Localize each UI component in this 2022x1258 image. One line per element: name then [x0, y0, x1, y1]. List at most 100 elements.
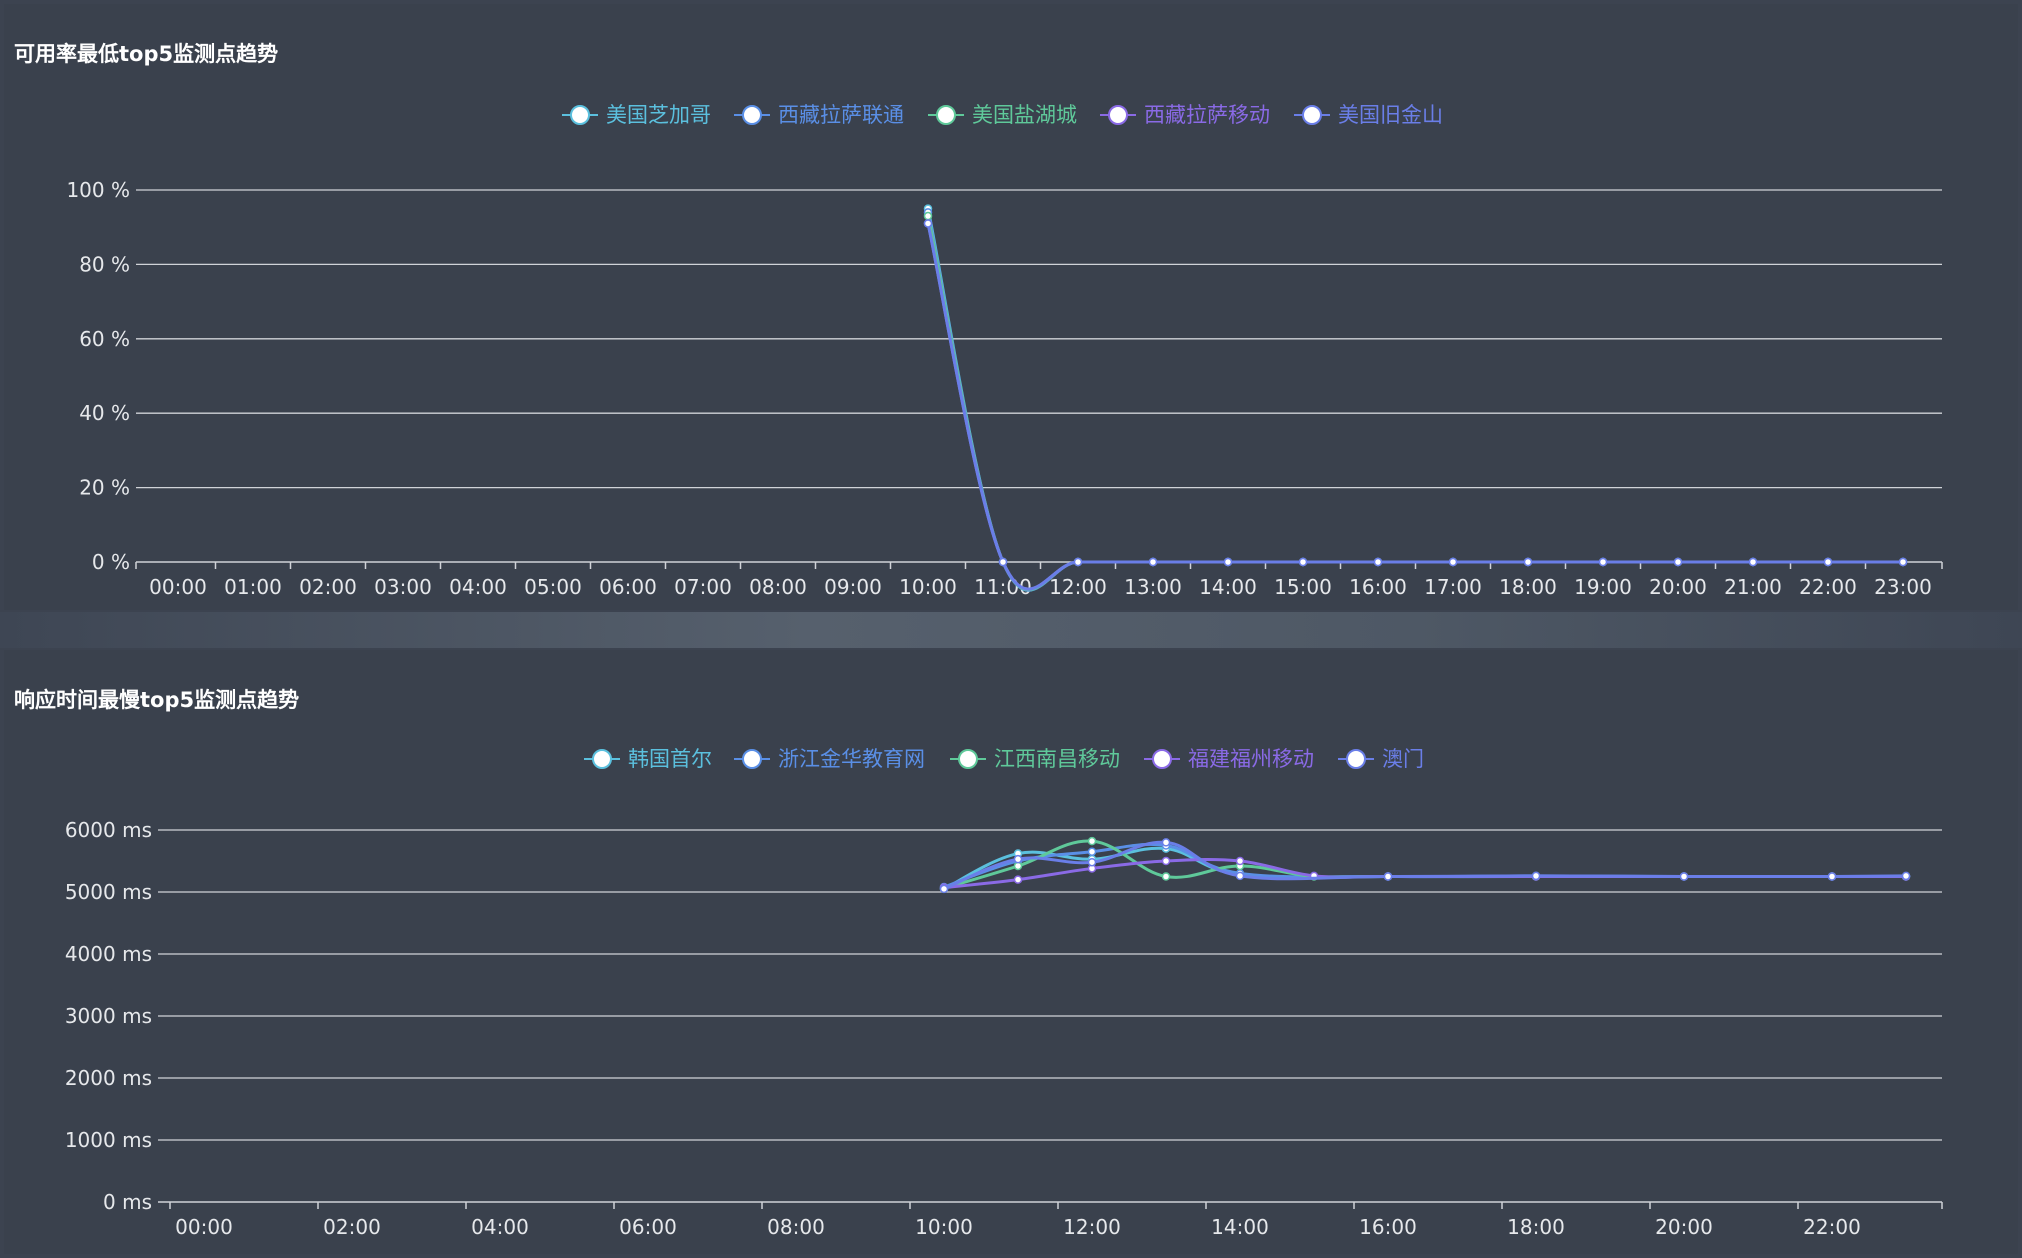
data-point: [1531, 871, 1541, 881]
x-tick-label: 06:00: [599, 575, 657, 599]
data-point: [939, 884, 949, 894]
x-tick-label: 07:00: [674, 575, 732, 599]
series: [939, 836, 1911, 893]
legend-label: 西藏拉萨移动: [1144, 103, 1270, 127]
data-point: [1823, 557, 1833, 567]
availability-chart: 美国芝加哥 西藏拉萨联通 美国盐湖城 西藏拉萨移动 美国旧金山 0 % 20 % 40 % 60…: [66, 103, 1943, 599]
x-tick-label: 13:00: [1124, 575, 1182, 599]
data-point: [1748, 557, 1758, 567]
legend-label: 浙江金华教育网: [778, 747, 925, 771]
series: [939, 841, 1911, 892]
x-tick-label: 03:00: [374, 575, 432, 599]
x-tick-label: 22:00: [1803, 1215, 1861, 1239]
y-tick-label: 60 %: [79, 327, 130, 351]
data-point: [1087, 847, 1097, 856]
data-point: [1161, 856, 1171, 866]
legend-marker-icon: [592, 749, 612, 769]
y-tick-label: 1000 ms: [65, 1128, 152, 1152]
data-point: [1148, 557, 1158, 567]
series-line: [926, 212, 1903, 592]
x-tick-label: 15:00: [1274, 575, 1332, 599]
series-line: [926, 208, 1903, 592]
x-tick-label: 16:00: [1359, 1215, 1417, 1239]
data-point: [1383, 872, 1393, 881]
legend-marker-icon: [936, 105, 956, 125]
legend-label: 美国芝加哥: [606, 103, 711, 127]
series: [923, 219, 1908, 591]
y-tick-label: 0 %: [92, 550, 130, 574]
x-tick-label: 08:00: [767, 1215, 825, 1239]
data-point: [923, 211, 933, 221]
data-point: [1679, 872, 1689, 881]
legend-item: 西藏拉萨联通: [734, 103, 904, 127]
data-point: [1087, 836, 1097, 846]
data-point: [1373, 557, 1383, 567]
x-tick-label: 02:00: [299, 575, 357, 599]
x-tick-label: 17:00: [1424, 575, 1482, 599]
data-point: [1013, 861, 1023, 871]
data-point: [1901, 871, 1911, 881]
series-line: [926, 215, 1903, 592]
x-tick-label: 16:00: [1349, 575, 1407, 599]
data-point: [1673, 557, 1683, 567]
x-tick-label: 18:00: [1499, 575, 1557, 599]
series-line: [926, 223, 1903, 591]
response-time-panel: 响应时间最慢top5监测点趋势 韩国首尔 浙江金华教育网 江西南昌移动 福建福州移动 澳…: [4, 650, 2018, 1254]
legend-item: 韩国首尔: [584, 747, 712, 771]
data-point: [923, 219, 933, 228]
legend-marker-icon: [958, 749, 978, 769]
data-point: [1087, 857, 1097, 867]
data-point: [998, 557, 1008, 567]
x-tick-label: 05:00: [524, 575, 582, 599]
x-tick-label: 00:00: [149, 575, 207, 599]
x-tick-label: 12:00: [1063, 1215, 1121, 1239]
series: [939, 838, 1911, 894]
data-point: [1598, 557, 1608, 567]
y-tick-label: 2000 ms: [65, 1066, 152, 1090]
x-tick-label: 09:00: [824, 575, 882, 599]
legend-item: 浙江金华教育网: [734, 747, 925, 771]
y-tick-label: 100 %: [66, 178, 130, 202]
legend-item: 美国盐湖城: [928, 103, 1077, 127]
series: [923, 208, 1908, 592]
x-tick-label: 10:00: [899, 575, 957, 599]
data-point: [1523, 557, 1533, 567]
data-point: [1073, 557, 1083, 567]
series: [923, 219, 1908, 591]
x-tick-label: 18:00: [1507, 1215, 1565, 1239]
availability-panel: 可用率最低top5监测点趋势 美国芝加哥 西藏拉萨联通 美国盐湖城 西藏拉萨移动 美国旧…: [4, 4, 2018, 610]
legend-label: 美国盐湖城: [972, 103, 1077, 127]
x-tick-label: 04:00: [471, 1215, 529, 1239]
x-tick-label: 22:00: [1799, 575, 1857, 599]
x-tick-label: 04:00: [449, 575, 507, 599]
y-tick-label: 4000 ms: [65, 942, 152, 966]
data-point: [1161, 872, 1171, 881]
x-tick-label: 08:00: [749, 575, 807, 599]
x-tick-label: 01:00: [224, 575, 282, 599]
x-tick-label: 14:00: [1199, 575, 1257, 599]
legend-item: 福建福州移动: [1144, 747, 1314, 771]
x-tick-label: 12:00: [1049, 575, 1107, 599]
data-point: [1298, 557, 1308, 567]
y-tick-label: 0 ms: [103, 1190, 152, 1214]
legend-marker-icon: [1302, 105, 1322, 125]
legend-item: 江西南昌移动: [950, 747, 1120, 771]
panel-separator: [0, 612, 2022, 648]
x-tick-label: 10:00: [915, 1215, 973, 1239]
legend-label: 澳门: [1382, 747, 1424, 771]
series-line: [926, 223, 1903, 591]
x-tick-label: 19:00: [1574, 575, 1632, 599]
x-tick-label: 23:00: [1874, 575, 1932, 599]
legend-label: 美国旧金山: [1338, 103, 1443, 127]
legend-marker-icon: [742, 105, 762, 125]
x-tick-label: 21:00: [1724, 575, 1782, 599]
x-tick-label: 14:00: [1211, 1215, 1269, 1239]
data-point: [1223, 557, 1233, 567]
series-line: [943, 839, 1906, 890]
x-tick-label: 00:00: [175, 1215, 233, 1239]
x-tick-label: 06:00: [619, 1215, 677, 1239]
data-point: [1235, 856, 1245, 866]
legend-item: 西藏拉萨移动: [1100, 103, 1270, 127]
legend-item: 美国旧金山: [1294, 103, 1443, 127]
data-point: [1161, 838, 1171, 847]
